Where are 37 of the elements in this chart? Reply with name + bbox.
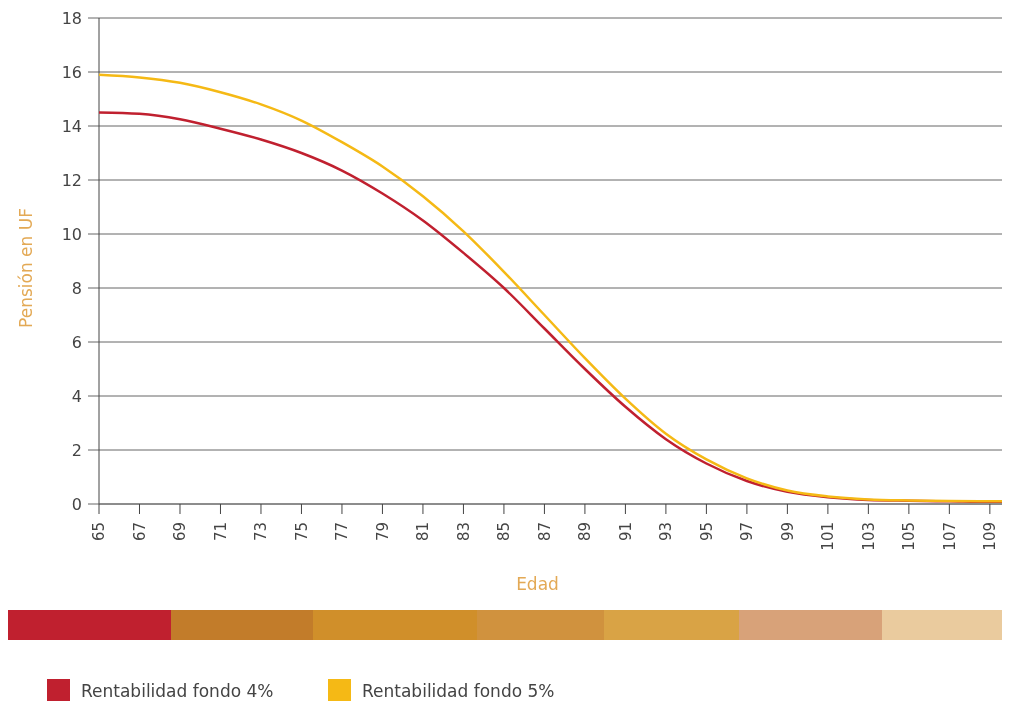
x-tick-label: 85	[495, 522, 514, 542]
x-tick-label: 93	[657, 522, 676, 542]
legend-label: Rentabilidad fondo 4%	[81, 680, 274, 701]
y-tick-label: 4	[71, 386, 82, 406]
x-tick-label: 107	[940, 522, 959, 551]
y-tick-label: 8	[71, 278, 82, 298]
x-tick-label: 81	[414, 522, 433, 542]
x-tick-label: 89	[576, 522, 595, 542]
y-axis-title: Pensión en UF	[16, 208, 36, 328]
x-tick-label: 69	[171, 522, 190, 542]
x-tick-label: 83	[454, 522, 473, 542]
x-tick-label: 105	[900, 522, 919, 551]
y-tick-label: 16	[61, 62, 82, 82]
y-tick-label: 6	[71, 332, 82, 352]
x-tick-label: 67	[130, 522, 149, 542]
x-tick-label: 73	[252, 522, 271, 542]
y-tick-label: 18	[61, 8, 82, 28]
x-tick-label: 65	[90, 522, 109, 542]
x-tick-label: 97	[738, 522, 757, 542]
x-tick-label: 95	[697, 522, 716, 542]
x-tick-label: 99	[778, 522, 797, 542]
x-tick-label: 103	[859, 522, 878, 551]
y-tick-label: 10	[61, 224, 82, 244]
x-tick-label: 79	[373, 522, 392, 542]
y-tick-label: 12	[61, 170, 82, 190]
legend-label: Rentabilidad fondo 5%	[362, 680, 555, 701]
y-tick-label: 2	[71, 440, 82, 460]
y-tick-label: 0	[71, 494, 82, 514]
x-tick-label: 87	[535, 522, 554, 542]
x-tick-label: 101	[819, 522, 838, 551]
y-tick-label: 14	[61, 116, 82, 136]
x-tick-label: 77	[333, 522, 352, 542]
x-tick-label: 75	[292, 522, 311, 542]
x-tick-label: 71	[211, 522, 230, 542]
x-axis-title: Edad	[516, 574, 559, 594]
x-tick-label: 91	[616, 522, 635, 542]
x-tick-label: 109	[981, 522, 1000, 551]
